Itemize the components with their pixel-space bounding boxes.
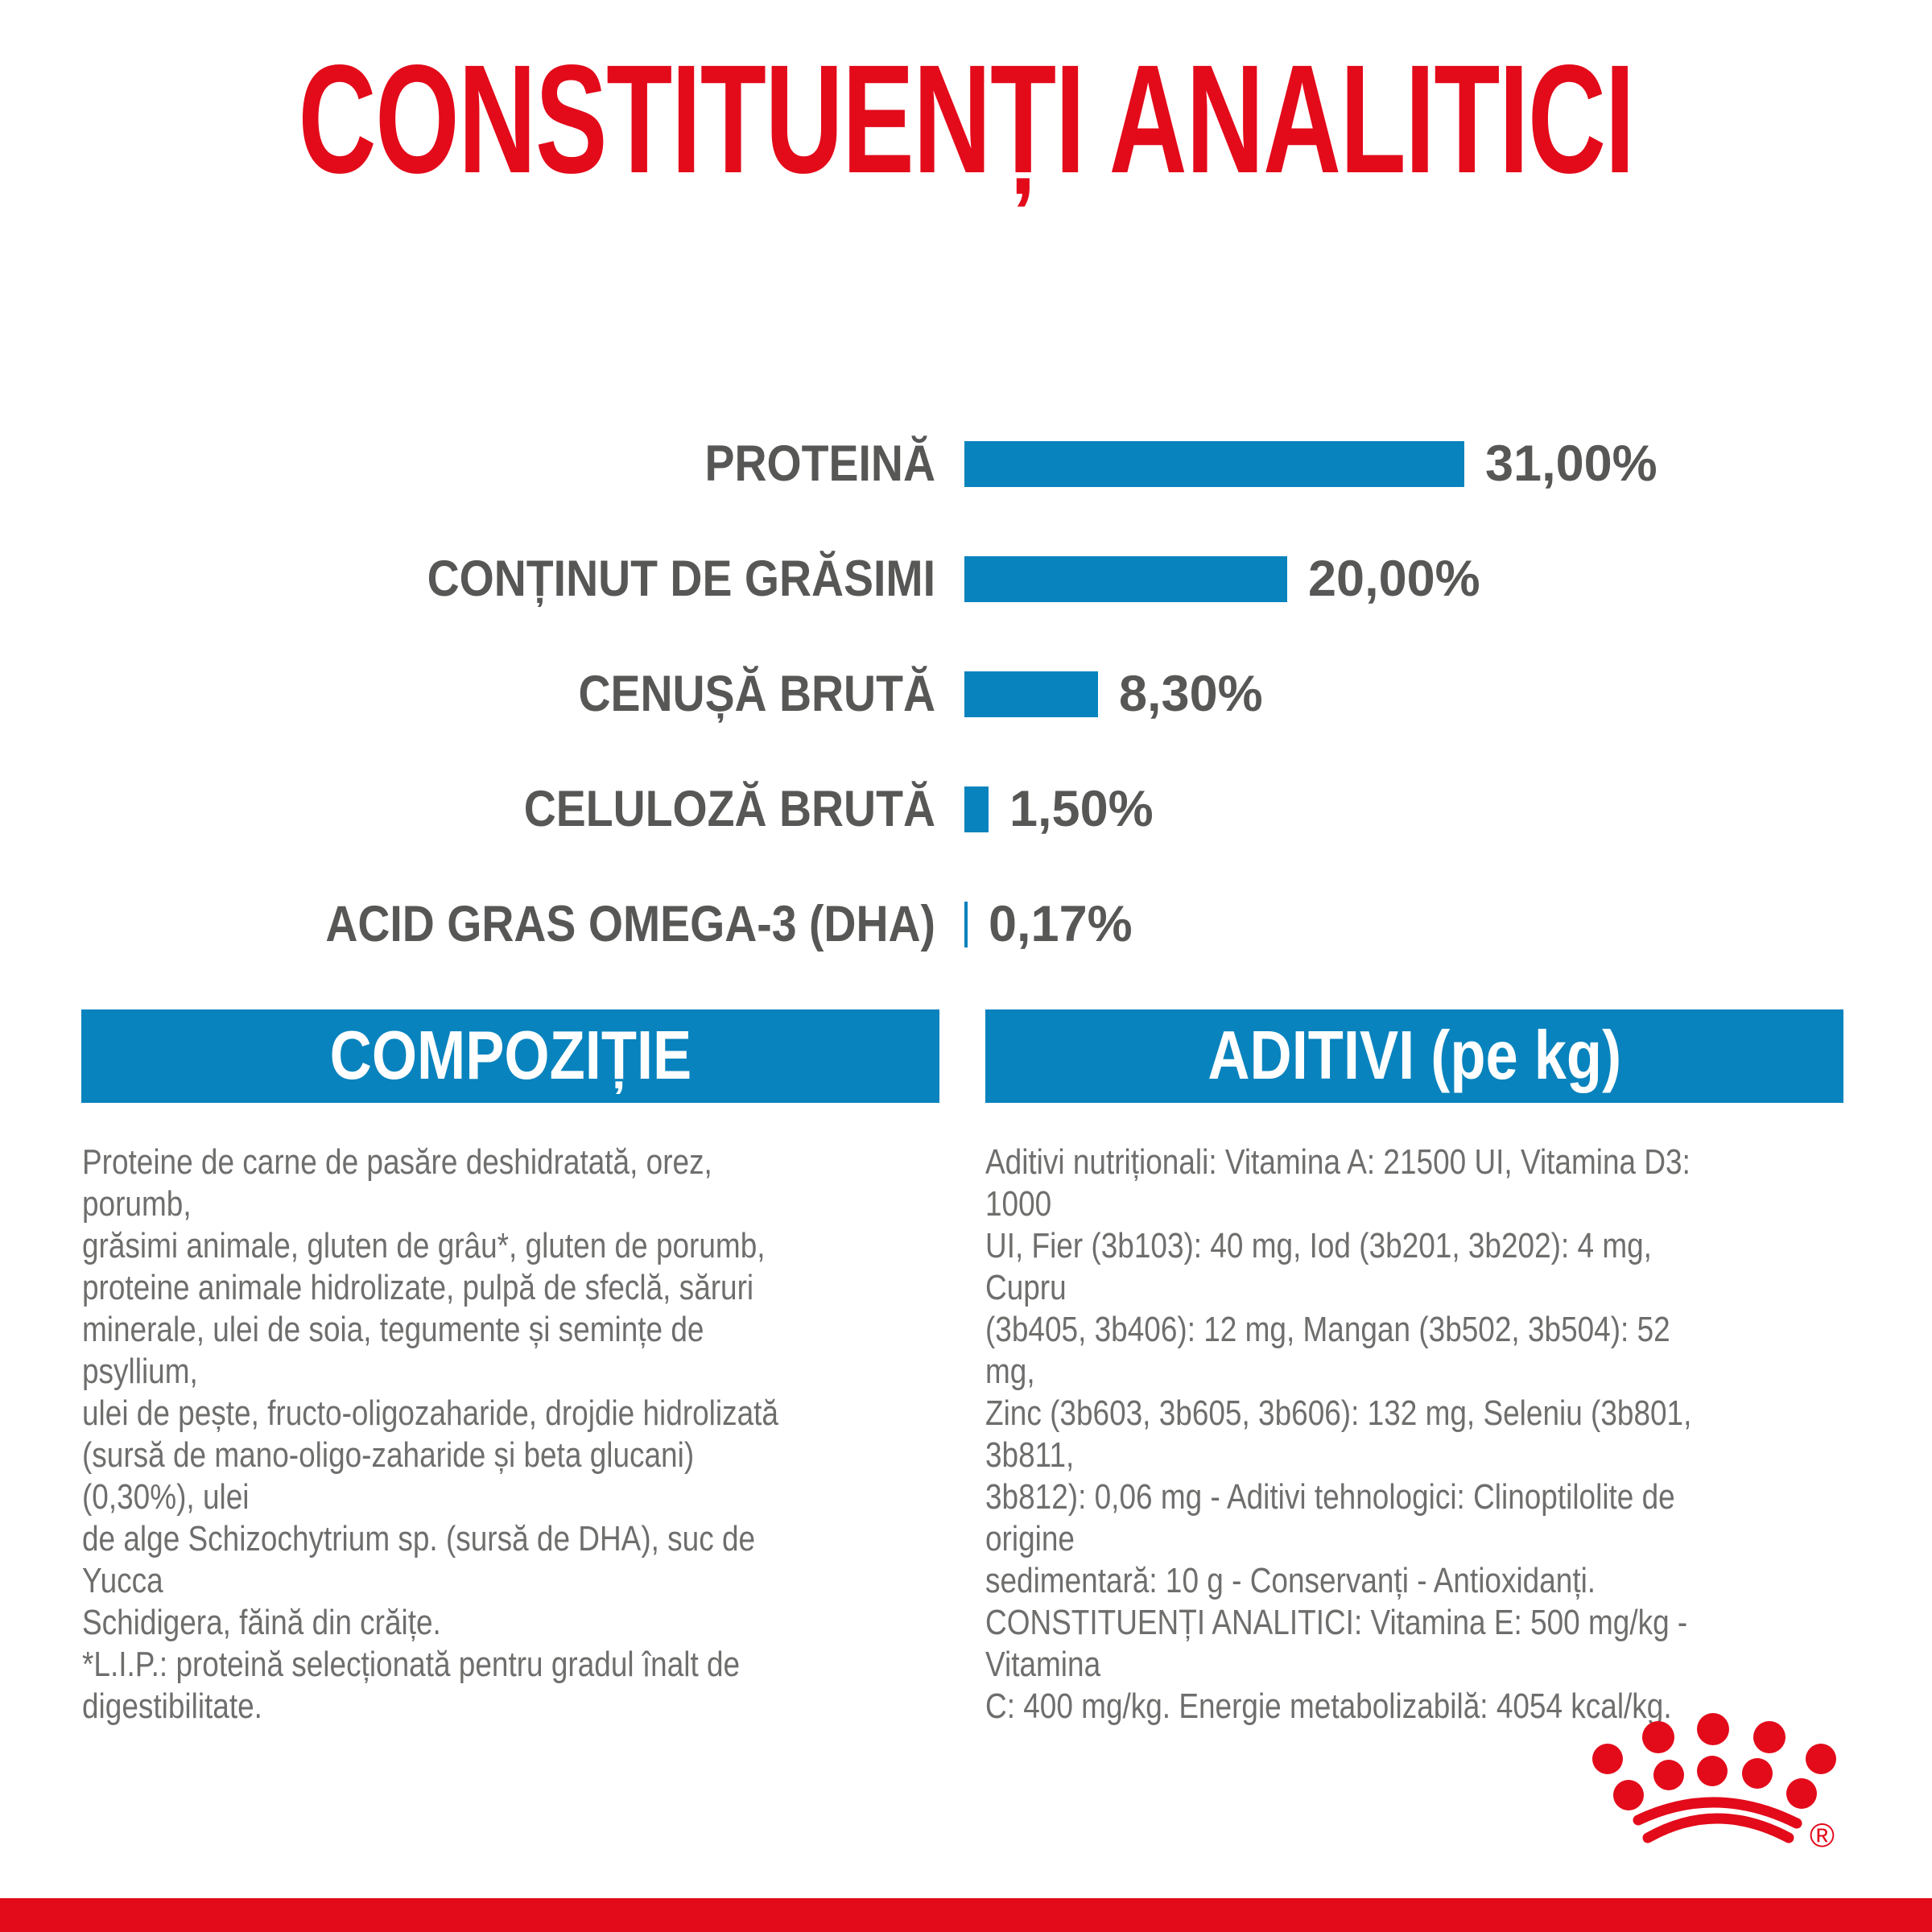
chart-category-label: CENUȘĂ BRUTĂ [578, 665, 935, 722]
chart-bar [964, 440, 1464, 487]
composition-text: Proteine de carne de pasăre deshidratată… [82, 1142, 778, 1726]
chart-row: PROTEINĂ 31,00% [0, 435, 1932, 492]
chart-row: CELULOZĂ BRUTĂ 1,50% [0, 780, 1932, 837]
page-title: CONSTITUENȚI ANALITICI [298, 32, 1634, 205]
additives-heading: ADITIVI (pe kg) [1208, 1018, 1621, 1094]
composition-header-banner: COMPOZIȚIE [81, 1009, 939, 1103]
chart-bar [964, 555, 1287, 602]
chart-value-label: 0,17% [989, 895, 1133, 952]
chart-bar [964, 901, 968, 947]
chart-category-label: ACID GRAS OMEGA-3 (DHA) [325, 895, 935, 952]
registered-trademark-symbol: ® [1810, 1816, 1835, 1854]
chart-category-label: PROTEINĂ [704, 435, 935, 492]
chart-value-label: 1,50% [1009, 780, 1154, 837]
footer-red-bar [0, 1898, 1932, 1932]
chart-bar [964, 671, 1098, 717]
chart-bar [964, 786, 989, 832]
crown-dots [1592, 1713, 1836, 1810]
crown-base-arcs [1633, 1797, 1802, 1843]
chart-row: CENUȘĂ BRUTĂ 8,30% [0, 665, 1932, 722]
chart-category-label: CELULOZĂ BRUTĂ [523, 780, 935, 837]
additives-text: Aditivi nutriționali: Vitamina A: 21500 … [985, 1142, 1692, 1726]
composition-heading: COMPOZIȚIE [329, 1018, 691, 1094]
chart-value-label: 8,30% [1119, 665, 1263, 722]
royal-canin-crown-logo: ® [1592, 1713, 1836, 1854]
additives-header-banner: ADITIVI (pe kg) [985, 1009, 1843, 1103]
chart-value-label: 20,00% [1308, 550, 1480, 607]
chart-row: CONȚINUT DE GRĂSIMI 20,00% [0, 550, 1932, 607]
chart-row: ACID GRAS OMEGA-3 (DHA) 0,17% [0, 895, 1932, 952]
chart-category-label: CONȚINUT DE GRĂSIMI [427, 550, 935, 607]
analytical-constituents-chart: PROTEINĂ 31,00% CONȚINUT DE GRĂSIMI 20,00% C… [0, 435, 1932, 952]
chart-value-label: 31,00% [1485, 435, 1657, 492]
